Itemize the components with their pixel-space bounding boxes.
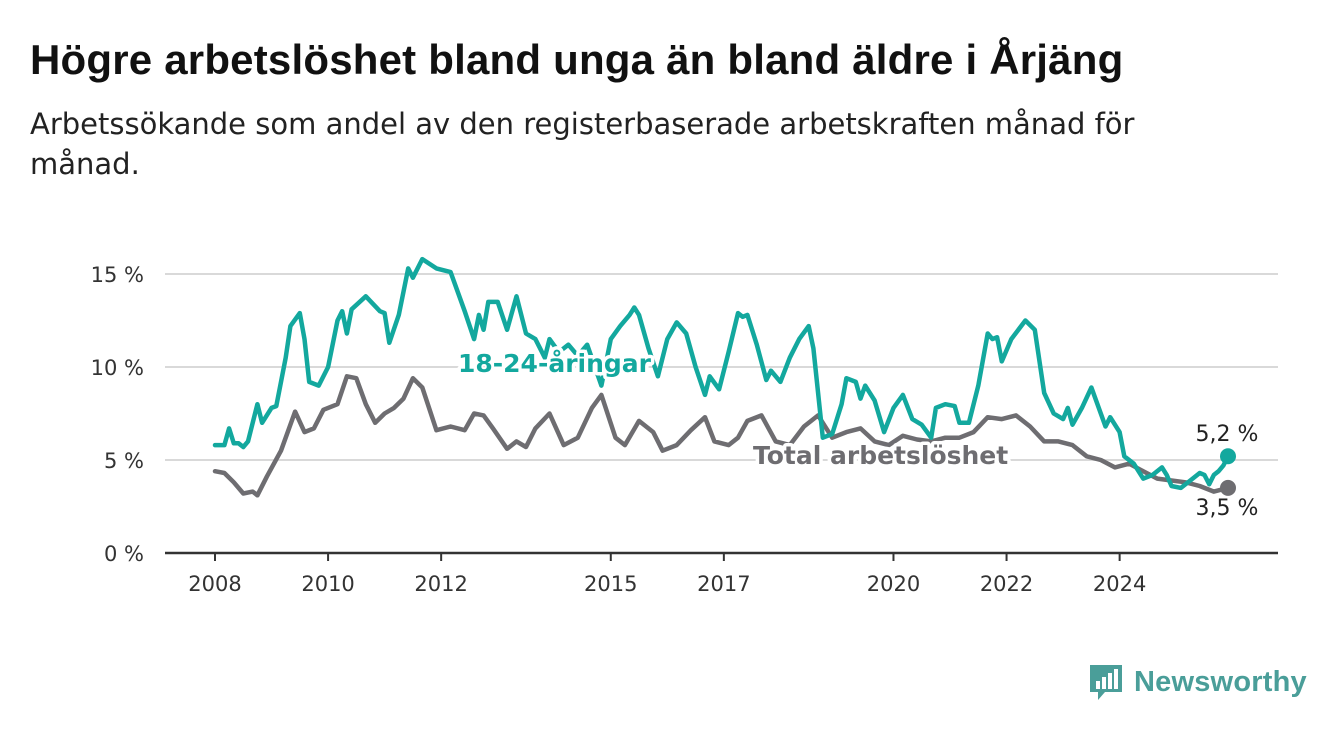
end-value-label-total: 3,5 % — [1196, 496, 1259, 521]
series-label-total: Total arbetslöshet — [753, 441, 1008, 470]
chart-subtitle: Arbetssökande som andel av den registerb… — [30, 107, 1135, 181]
x-tick-label: 2022 — [980, 572, 1033, 596]
x-tick-label: 2017 — [697, 572, 750, 596]
series-labels: 18-24-åringar Total arbetslöshet 5,2 % 3,5 … — [455, 346, 1261, 524]
series-end-point — [1220, 448, 1236, 465]
y-tick-label: 10 % — [91, 356, 144, 380]
x-tick-label: 2020 — [867, 572, 920, 596]
series-end-point — [1220, 479, 1236, 496]
series-lines — [212, 256, 1236, 498]
newsworthy-logo-icon — [1090, 665, 1122, 700]
x-tick-label: 2008 — [188, 572, 241, 596]
x-tick-label: 2015 — [584, 572, 637, 596]
newsworthy-logo: Newsworthy — [1088, 660, 1307, 704]
x-tick-label: 2010 — [301, 572, 354, 596]
axes: 0 % 5 % 10 % 15 % 2008 2010 2012 2015 2017 2020 20… — [91, 263, 1278, 596]
brand-name: Newsworthy — [1134, 665, 1307, 698]
end-value-label-youth: 5,2 % — [1196, 422, 1259, 447]
gridlines — [165, 273, 1278, 461]
series-label-youth: 18-24-åringar — [458, 349, 652, 378]
chart-title: Högre arbetslöshet bland unga än bland ä… — [30, 36, 1124, 83]
series-line-total-arbetsl-shet — [212, 374, 1231, 498]
series-line-18-24-ringar — [212, 256, 1231, 491]
y-tick-label: 15 % — [91, 263, 144, 287]
x-tick-label: 2012 — [414, 572, 467, 596]
y-tick-label: 0 % — [104, 542, 144, 566]
x-tick-label: 2024 — [1093, 572, 1146, 596]
y-tick-label: 5 % — [104, 449, 144, 473]
